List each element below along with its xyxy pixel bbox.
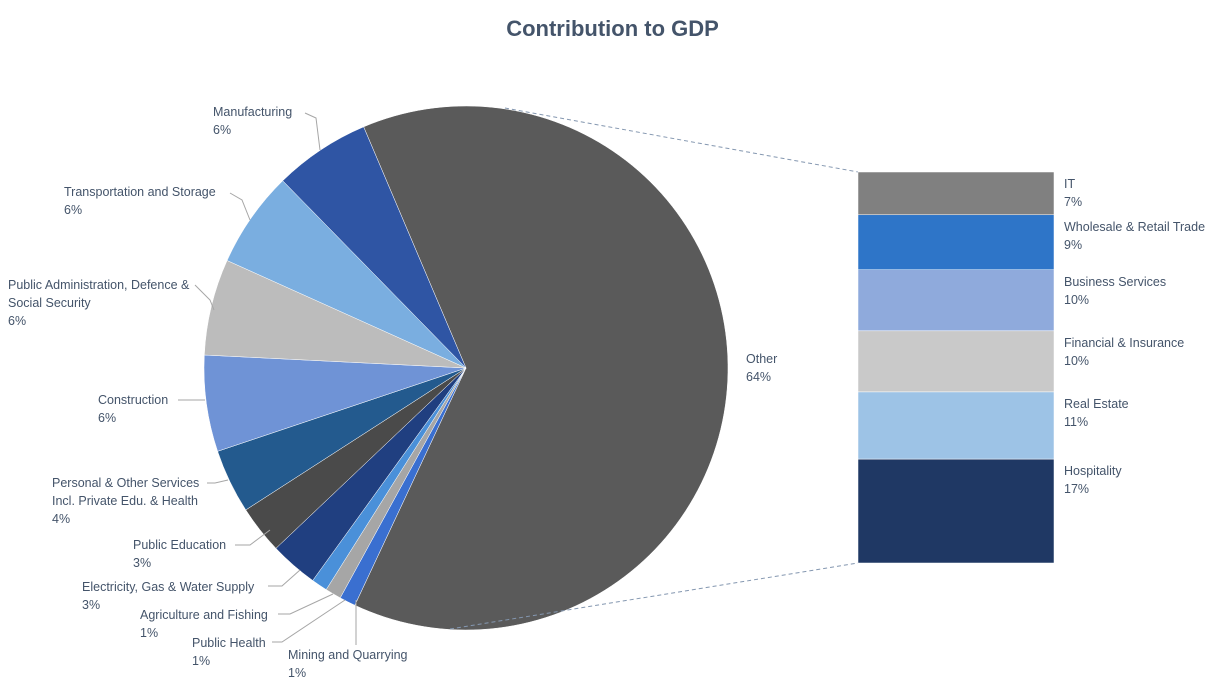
- slice-value: 3%: [82, 598, 101, 612]
- segment-label: Business Services 10%: [1064, 273, 1224, 309]
- segment-name: IT: [1064, 177, 1076, 191]
- segment-value: 11%: [1064, 414, 1089, 429]
- slice-name: Manufacturing: [213, 105, 293, 119]
- slice-label: Transportation and Storage 6%: [64, 183, 234, 219]
- leader-line: [207, 479, 229, 484]
- segment-name: Wholesale & Retail Trade: [1064, 219, 1206, 234]
- leader-line: [304, 112, 321, 151]
- slice-value: 6%: [213, 123, 232, 137]
- slice-value: 6%: [64, 203, 83, 217]
- slice-name: Electricity, Gas & Water Supply: [82, 580, 255, 594]
- segment-value: 7%: [1064, 195, 1083, 209]
- segment-name: Real Estate: [1064, 396, 1129, 411]
- segment-name: Business Services: [1064, 274, 1167, 289]
- chart-title: Contribution to GDP: [506, 16, 719, 41]
- leader-line: [194, 284, 215, 311]
- bar-segment: [857, 330, 1055, 393]
- slice-value: 6%: [98, 411, 117, 425]
- segment-value: 10%: [1064, 292, 1090, 307]
- slice-name: Agriculture and Fishing: [140, 608, 268, 622]
- slice-label: Public Administration, Defence & Social …: [8, 276, 203, 330]
- slice-name: Public Administration, Defence & Social …: [8, 278, 190, 310]
- leader-line: [229, 192, 251, 221]
- slice-label: Construction 6%: [98, 391, 188, 427]
- slice-name: Public Health: [192, 636, 266, 650]
- bar-segment: [857, 391, 1055, 460]
- slice-label: Public Health 1%: [192, 634, 282, 670]
- slice-label: Agriculture and Fishing 1%: [140, 606, 290, 642]
- segment-label: Wholesale & Retail Trade 9%: [1064, 218, 1224, 254]
- slice-name: Construction: [98, 393, 169, 407]
- pie-slice: [282, 126, 467, 369]
- slice-label: Manufacturing 6%: [213, 103, 313, 139]
- segment-value: 9%: [1064, 237, 1083, 252]
- segment-label: Hospitality 17%: [1064, 462, 1224, 498]
- slice-value: 1%: [140, 626, 159, 640]
- slice-label: Personal & Other Services Incl. Private …: [52, 474, 212, 528]
- leader-line: [278, 593, 334, 615]
- slice-name: Personal & Other Services Incl. Private …: [52, 476, 200, 508]
- leader-line: [235, 529, 271, 546]
- segment-label: Real Estate 11%: [1064, 395, 1224, 431]
- bar-segment: [857, 269, 1055, 332]
- pie-slice: [354, 105, 729, 631]
- bar-segment: [857, 171, 1055, 216]
- segment-name: Hospitality: [1064, 464, 1122, 479]
- bar-segment: [857, 214, 1055, 270]
- segment-label: IT 7%: [1064, 175, 1224, 211]
- slice-value: 1%: [192, 654, 211, 668]
- slice-label: Electricity, Gas & Water Supply 3%: [82, 578, 282, 614]
- slice-value: 3%: [133, 556, 152, 570]
- slice-label: Other 64%: [746, 350, 826, 386]
- leader-line: [268, 569, 301, 587]
- slice-value: 4%: [52, 512, 71, 526]
- segment-value: 17%: [1064, 482, 1090, 497]
- slice-value: 1%: [288, 666, 307, 680]
- slice-name: Other: [746, 352, 778, 366]
- segment-label: Financial & Insurance 10%: [1064, 334, 1224, 370]
- slice-value: 6%: [8, 314, 27, 328]
- slice-name: Public Education: [133, 538, 227, 552]
- slice-name: Mining and Quarrying: [288, 648, 408, 662]
- segment-name: Financial & Insurance: [1064, 335, 1185, 350]
- segment-value: 10%: [1064, 353, 1090, 368]
- slice-value: 64%: [746, 370, 772, 384]
- slice-label: Public Education 3%: [133, 536, 243, 572]
- slice-name: Transportation and Storage: [64, 185, 216, 199]
- bar-segment: [857, 458, 1055, 564]
- connector-line: [449, 562, 859, 630]
- slice-label: Mining and Quarrying 1%: [288, 646, 448, 682]
- leader-line: [272, 599, 346, 643]
- connector-line: [504, 107, 859, 173]
